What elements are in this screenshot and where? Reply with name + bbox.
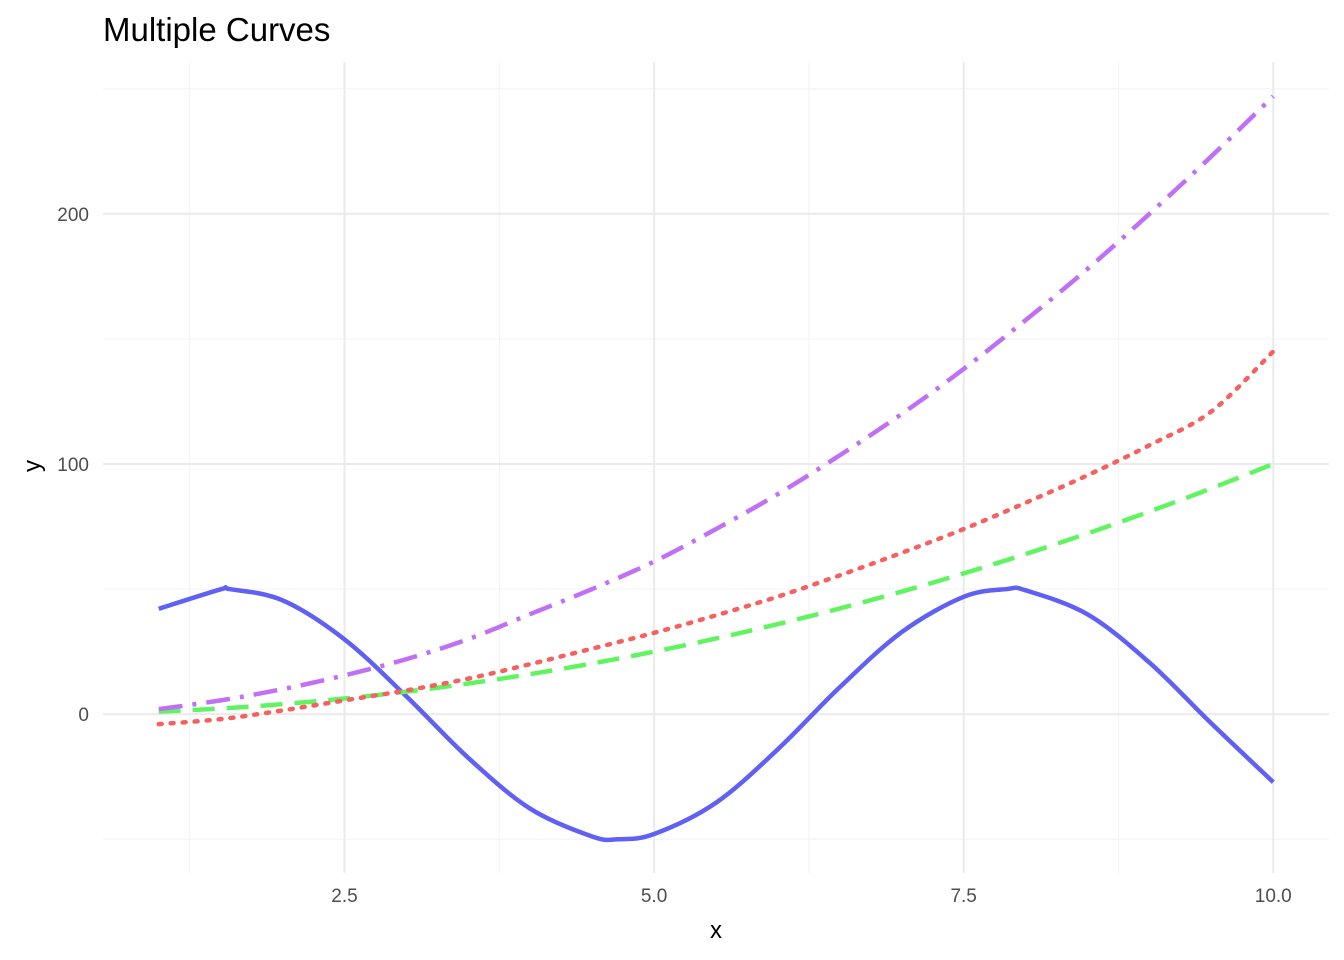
x-axis-label: x xyxy=(710,917,722,944)
series-line-3 xyxy=(156,349,1276,727)
series-line-2 xyxy=(158,461,1275,714)
x-tick-label: 2.5 xyxy=(331,886,357,907)
x-tick-label: 5.0 xyxy=(641,886,667,907)
y-tick-labels: 0 100 200 xyxy=(57,205,89,726)
chart-title: Multiple Curves xyxy=(103,11,330,48)
series-line-1 xyxy=(158,585,1275,843)
y-tick-label: 0 xyxy=(78,705,89,726)
x-tick-label: 10.0 xyxy=(1255,886,1292,907)
x-tick-label: 7.5 xyxy=(950,886,976,907)
y-tick-label: 200 xyxy=(57,205,89,226)
series-layer xyxy=(156,94,1276,843)
y-axis-label: y xyxy=(19,460,46,472)
y-tick-label: 100 xyxy=(57,455,89,476)
grid xyxy=(103,62,1329,873)
series-line-4 xyxy=(158,94,1275,712)
x-tick-labels: 2.5 5.0 7.5 10.0 xyxy=(331,886,1291,907)
